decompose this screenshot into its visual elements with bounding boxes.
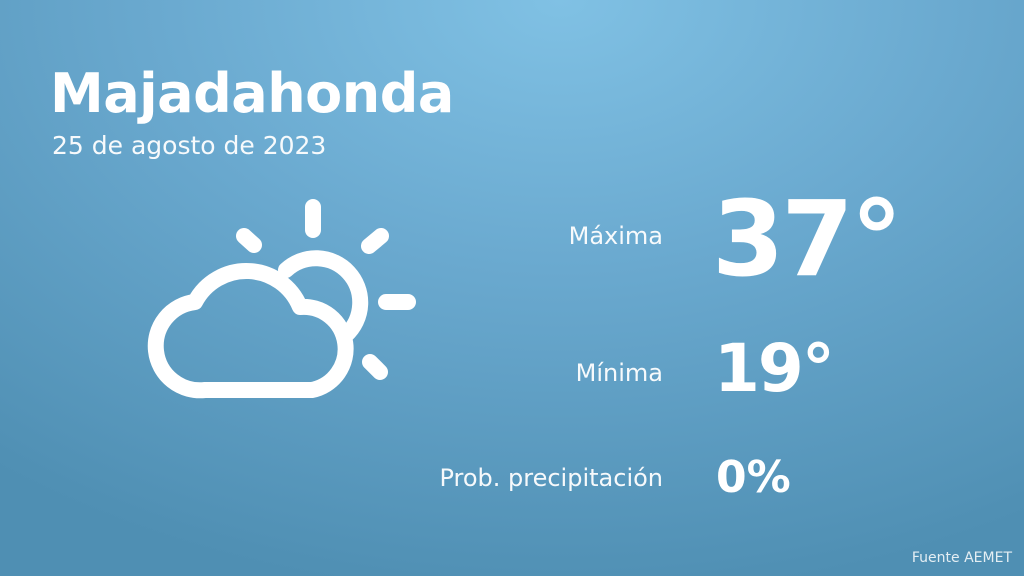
location-title: Majadahonda — [50, 62, 454, 125]
source-credit: Fuente AEMET — [911, 550, 1012, 566]
min-temp-label: Mínima — [575, 359, 663, 387]
precip-label: Prob. precipitación — [439, 464, 663, 492]
max-temp-value: 37° — [712, 178, 903, 300]
min-temp-value: 19° — [714, 330, 835, 407]
partly-cloudy-icon — [147, 199, 416, 399]
forecast-date: 25 de agosto de 2023 — [52, 131, 327, 160]
max-temp-label: Máxima — [568, 222, 663, 250]
precip-value: 0% — [716, 452, 791, 503]
